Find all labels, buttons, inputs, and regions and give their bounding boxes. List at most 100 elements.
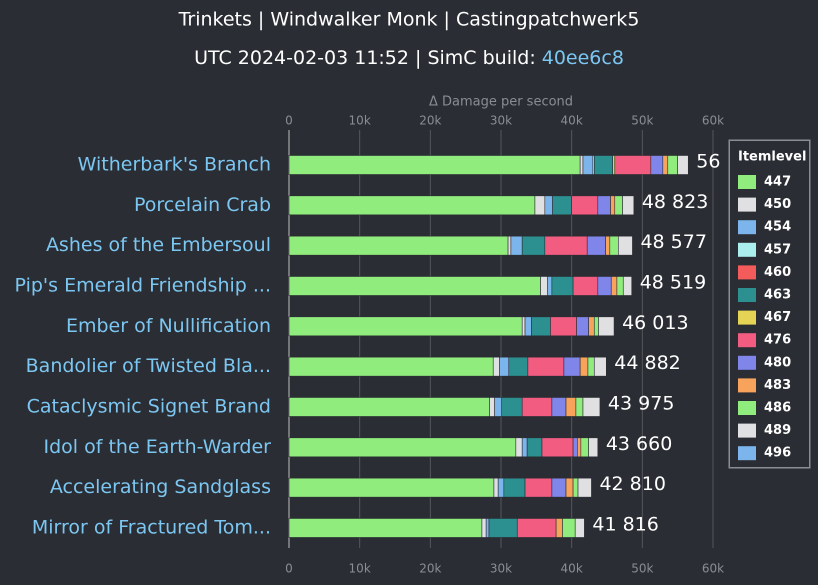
category-label: Bandolier of Twisted Bla... xyxy=(26,355,271,377)
bar-segment xyxy=(593,356,607,377)
legend-swatch xyxy=(738,401,756,415)
category-label: Ashes of the Embersoul xyxy=(46,234,271,256)
bar-segment xyxy=(288,397,490,417)
bar-segment xyxy=(572,477,579,498)
bar-segment xyxy=(551,477,567,498)
category-label: Cataclysmic Signet Brand xyxy=(27,395,271,417)
x-tick-label-bottom: 30k xyxy=(490,562,512,576)
legend-label: 450 xyxy=(764,197,791,212)
bar-segment xyxy=(288,356,494,377)
bar-segment xyxy=(582,155,594,175)
legend-swatch xyxy=(738,378,756,393)
bar-segment xyxy=(521,235,546,256)
x-tick-label-bottom: 0 xyxy=(285,562,293,576)
bar-segment xyxy=(524,477,553,498)
bar-segment xyxy=(555,518,563,538)
bar-segment xyxy=(565,397,577,417)
legend-swatch xyxy=(738,355,756,370)
bar-segment xyxy=(288,518,483,538)
bar-segment xyxy=(571,195,599,216)
legend-label: 496 xyxy=(764,446,791,461)
bar-segment xyxy=(582,397,601,417)
legend-swatch xyxy=(738,333,756,348)
bar-segment xyxy=(527,356,565,377)
bar-segment xyxy=(610,195,616,216)
bar-segment xyxy=(485,518,490,538)
bar-segment xyxy=(579,155,584,175)
category-label: Pip's Emerald Friendship ... xyxy=(15,274,271,296)
total-label: 48 519 xyxy=(640,271,706,293)
legend-label: 447 xyxy=(764,175,791,190)
x-tick-label-bottom: 20k xyxy=(419,562,441,576)
bar-segment xyxy=(534,195,546,216)
bar-segment xyxy=(616,276,624,296)
category-label: Mirror of Fractured Tom... xyxy=(32,516,271,538)
bar-segment xyxy=(526,437,543,458)
bar-segment xyxy=(516,518,557,538)
bar-segment xyxy=(540,276,548,296)
bar-segment xyxy=(489,397,495,417)
category-label: Porcelain Crab xyxy=(134,194,271,216)
bar-segment xyxy=(650,155,664,175)
total-label: 42 810 xyxy=(599,473,665,495)
category-label: Ember of Nullification xyxy=(66,315,271,337)
x-tick-label: 10k xyxy=(349,114,371,128)
legend-label: 476 xyxy=(764,333,791,348)
bar-segment xyxy=(551,397,567,417)
bar-segment xyxy=(515,437,523,458)
total-label: 43 975 xyxy=(608,392,674,414)
bar-segment xyxy=(510,235,523,256)
bar-segment xyxy=(577,477,592,498)
bar-segment xyxy=(521,437,528,458)
x-tick-label: 0 xyxy=(285,114,293,128)
legend-label: 463 xyxy=(764,288,791,303)
bar-segment xyxy=(497,477,505,498)
bar-segment xyxy=(508,356,529,377)
bar-segment xyxy=(288,155,581,175)
legend-swatch xyxy=(738,220,756,235)
x-axis-title: Δ Damage per second xyxy=(429,95,573,110)
legend-swatch xyxy=(738,446,756,461)
x-tick-label-bottom: 60k xyxy=(702,562,724,576)
bar-segment xyxy=(499,356,510,377)
total-label: 41 816 xyxy=(592,513,658,535)
x-tick-label: 30k xyxy=(490,114,512,128)
build-link[interactable]: 40ee6c8 xyxy=(542,47,624,69)
bar-segment xyxy=(565,477,574,498)
bar-segment xyxy=(612,155,616,175)
bar-segment xyxy=(547,276,553,296)
legend-swatch xyxy=(738,265,756,280)
bar-segment xyxy=(586,235,606,256)
bar-segment xyxy=(492,356,500,377)
bar-segment xyxy=(288,235,509,256)
bar-segment xyxy=(521,397,553,417)
bar-segment xyxy=(610,276,618,296)
bar-segment xyxy=(614,195,623,216)
x-tick-label-bottom: 10k xyxy=(349,562,371,576)
legend-swatch xyxy=(738,175,756,189)
category-label: Witherbark's Branch xyxy=(78,154,271,176)
legend-label: 480 xyxy=(764,355,791,370)
bar-segment xyxy=(481,518,487,538)
legend-label: 457 xyxy=(764,242,791,257)
bar-segment xyxy=(493,477,499,498)
bar-segment xyxy=(288,477,495,498)
bar-segment xyxy=(588,316,595,337)
legend-label: 483 xyxy=(764,378,791,393)
bar-segment xyxy=(574,518,585,538)
subtitle-text: UTC 2024-02-03 11:52 | SimC build: xyxy=(194,47,536,69)
bar-segment xyxy=(563,356,581,377)
bar-segment xyxy=(521,316,526,337)
bar-segment xyxy=(550,316,577,337)
x-tick-label: 50k xyxy=(631,114,653,128)
legend-swatch xyxy=(738,310,756,325)
total-label: 48 577 xyxy=(640,231,706,253)
category-label: Idol of the Earth-Warder xyxy=(44,436,272,458)
bar-segment xyxy=(593,316,599,337)
legend-label: 454 xyxy=(764,220,791,235)
legend-swatch xyxy=(738,242,756,257)
bar-segment xyxy=(577,437,582,458)
bar-segment xyxy=(667,155,678,175)
chart-title: Trinkets | Windwalker Monk | Castingpatc… xyxy=(178,9,640,31)
